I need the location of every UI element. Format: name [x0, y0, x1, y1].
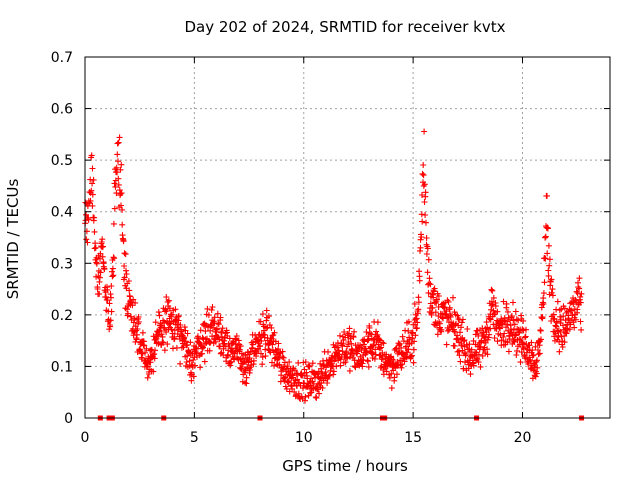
y-tick-label: 0.1	[51, 359, 73, 375]
plot-frame	[84, 56, 611, 419]
y-tick-label: 0.5	[51, 153, 73, 169]
y-tick-label: 0.6	[51, 102, 73, 118]
x-tick-label: 10	[295, 430, 313, 446]
y-tick-label: 0	[64, 411, 73, 427]
chart-title: Day 202 of 2024, SRMTID for receiver kvt…	[185, 18, 506, 36]
y-tick-label: 0.3	[51, 256, 73, 272]
x-tick-label: 15	[404, 430, 422, 446]
data-points	[82, 128, 585, 404]
scatter-point-markers	[82, 128, 585, 404]
y-tick-label: 0.4	[51, 205, 73, 221]
axis-ticks: 0 0.1 0.2 0.3 0.4 0.5 0.6 0.7 0 5 10 15 20	[51, 50, 610, 446]
x-tick-label: 0	[81, 430, 90, 446]
x-tick-label: 5	[190, 430, 199, 446]
x-tick-label: 20	[514, 430, 532, 446]
y-tick-label: 0.7	[51, 50, 73, 66]
y-axis-title: SRMTID / TECUs	[4, 179, 22, 300]
x-axis-title: GPS time / hours	[282, 457, 408, 475]
y-tick-label: 0.2	[51, 308, 73, 324]
